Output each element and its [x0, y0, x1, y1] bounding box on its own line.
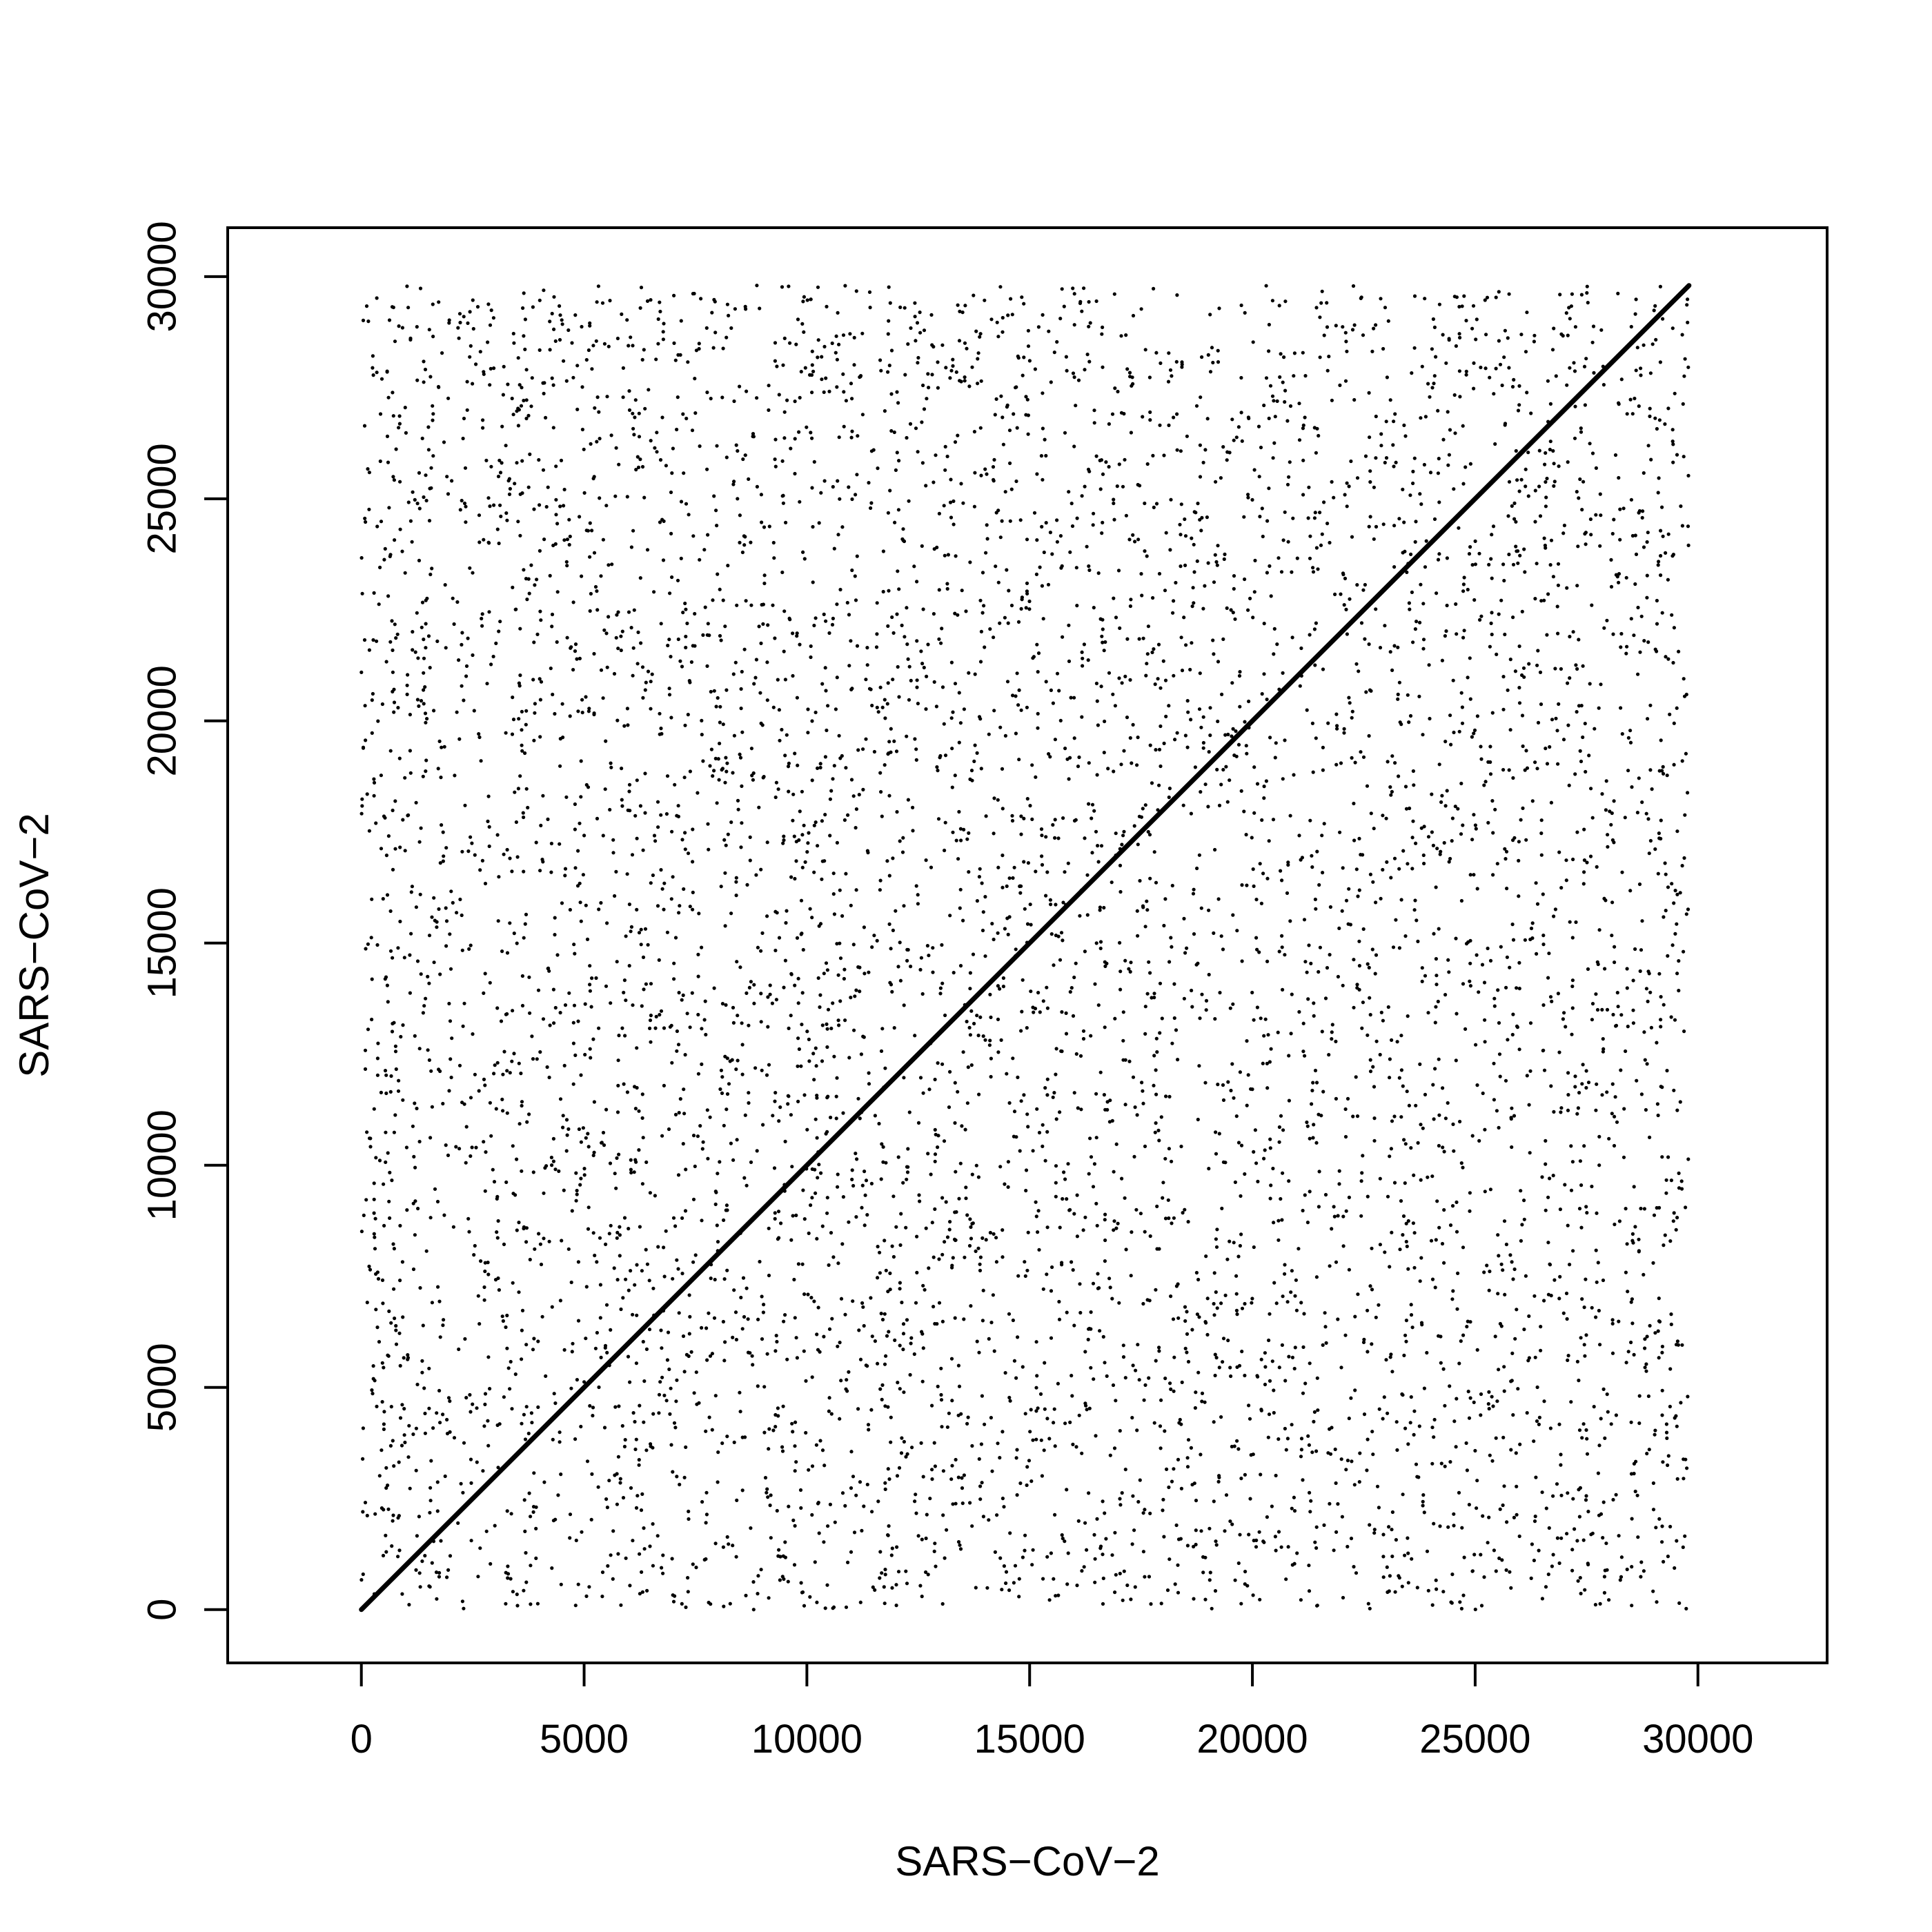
y-tick-label: 15000: [140, 887, 185, 998]
x-tick-label: 30000: [1642, 1717, 1753, 1762]
x-tick-label: 25000: [1419, 1717, 1530, 1762]
diagonal-series: [359, 283, 1692, 1613]
y-tick-label: 10000: [140, 1110, 185, 1221]
x-tick-label: 20000: [1196, 1717, 1308, 1762]
y-tick-label: 30000: [140, 221, 185, 332]
diagonal-line: [359, 283, 1692, 1613]
x-tick-label: 0: [351, 1717, 373, 1762]
y-tick-label: 5000: [140, 1343, 185, 1432]
y-tick-label: 0: [140, 1599, 185, 1621]
y-axis: 0 5000 10000 15000 20000 25000 30000: [140, 221, 229, 1621]
x-axis-label: SARS−CoV−2: [895, 1838, 1160, 1884]
x-tick-label: 10000: [751, 1717, 862, 1762]
x-tick-label: 15000: [974, 1717, 1085, 1762]
x-tick-label: 5000: [540, 1717, 629, 1762]
x-axis: 0 5000 10000 15000 20000 25000 30000: [351, 1662, 1753, 1762]
y-axis-label: SARS−CoV−2: [11, 813, 57, 1078]
y-tick-label: 25000: [140, 443, 185, 554]
y-tick-label: 20000: [140, 665, 185, 776]
